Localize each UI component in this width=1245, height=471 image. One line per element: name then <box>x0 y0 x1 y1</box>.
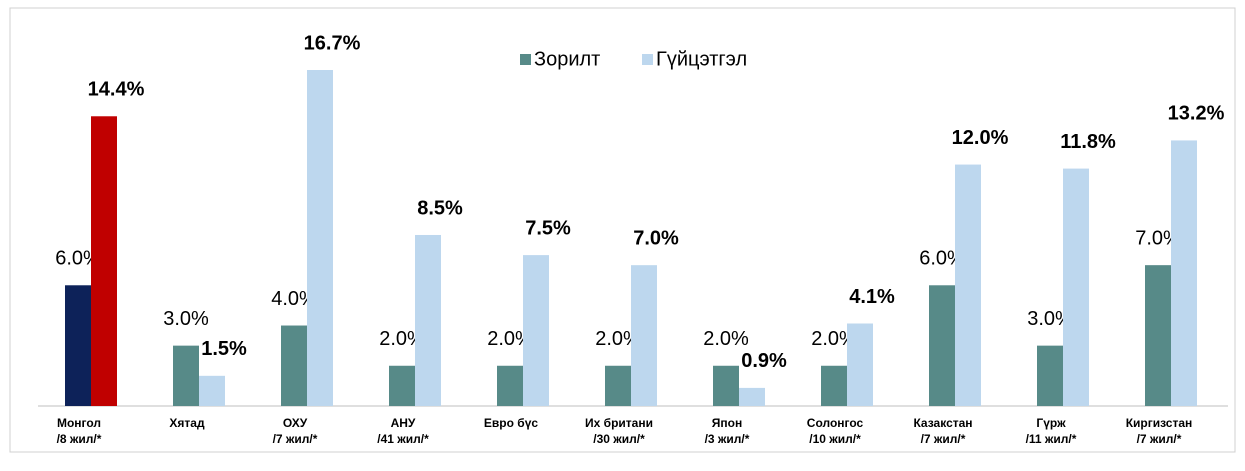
value-label: 11.8% <box>1060 131 1116 153</box>
legend-label: Гүйцэтгэл <box>656 48 747 70</box>
value-label: 3.0% <box>1027 308 1073 330</box>
bar <box>65 285 91 406</box>
bar <box>821 365 847 406</box>
bar <box>199 375 225 406</box>
x-tick-line: Монгол <box>57 416 101 430</box>
value-label: 7.5% <box>525 217 571 239</box>
bar <box>929 285 955 406</box>
value-label: 6.0% <box>919 248 965 270</box>
value-label: 6.0% <box>55 248 101 270</box>
x-tick-line: /11 жил/* <box>1026 432 1077 446</box>
x-tick-label: Казакстан/7 жил/* <box>913 416 972 446</box>
bar <box>955 164 981 406</box>
value-label: 4.0% <box>271 288 317 310</box>
value-label: 13.2% <box>1168 103 1225 125</box>
bar <box>1145 265 1171 406</box>
value-label: 14.4% <box>88 79 145 101</box>
x-tick-line: Япон <box>712 416 742 430</box>
x-tick-line: /7 жил/* <box>1137 432 1182 446</box>
legend-swatch <box>520 54 531 65</box>
bar <box>91 116 117 406</box>
bar <box>739 387 765 406</box>
legend-swatch <box>642 54 653 65</box>
x-tick-label: АНУ/41 жил/* <box>377 416 429 446</box>
x-tick-line: /41 жил/* <box>377 432 429 446</box>
x-tick-label: ОХУ/7 жил/* <box>273 416 318 446</box>
x-tick-label: Гүрж/11 жил/* <box>1026 416 1077 446</box>
x-tick-line: Казакстан <box>913 416 972 430</box>
value-label: 2.0% <box>703 328 749 350</box>
x-tick-line: /10 жил/* <box>809 432 861 446</box>
bar <box>281 325 307 406</box>
x-tick-line: Их британи <box>585 416 653 430</box>
x-tick-line: /7 жил/* <box>921 432 966 446</box>
bar <box>605 365 631 406</box>
value-label: 2.0% <box>379 328 425 350</box>
value-label: 12.0% <box>952 127 1009 149</box>
value-label: 1.5% <box>201 338 247 360</box>
bar <box>1171 140 1197 406</box>
bar <box>1063 168 1089 406</box>
x-tick-line: /8 жил/* <box>57 432 102 446</box>
value-label: 2.0% <box>595 328 641 350</box>
x-tick-label: Монгол/8 жил/* <box>57 416 102 446</box>
x-tick-line: Хятад <box>169 416 205 430</box>
bar <box>497 365 523 406</box>
x-tick-label: Солонгос/10 жил/* <box>807 416 864 446</box>
x-tick-line: Солонгос <box>807 416 864 430</box>
bar <box>523 255 549 406</box>
x-tick-line: /30 жил/* <box>593 432 645 446</box>
x-tick-label: Япон/3 жил/* <box>705 416 750 446</box>
value-label: 8.5% <box>417 197 463 219</box>
value-label: 7.0% <box>1135 227 1181 249</box>
x-tick-line: Гүрж <box>1036 416 1066 430</box>
x-tick-label: Их британи/30 жил/* <box>585 416 653 446</box>
value-label: 4.1% <box>849 286 895 308</box>
value-label: 3.0% <box>163 308 209 330</box>
bar <box>389 365 415 406</box>
x-tick-label: Хятад <box>169 416 205 430</box>
value-label: 2.0% <box>811 328 857 350</box>
x-tick-line: /3 жил/* <box>705 432 750 446</box>
x-tick-line: АНУ <box>391 416 416 430</box>
bar <box>415 234 441 406</box>
value-label: 16.7% <box>304 32 361 54</box>
legend-label: Зорилт <box>534 48 600 70</box>
value-label: 0.9% <box>741 350 787 372</box>
value-label: 2.0% <box>487 328 533 350</box>
bar <box>307 70 333 406</box>
bar <box>713 365 739 406</box>
bar <box>173 345 199 406</box>
x-tick-line: Киргизстан <box>1126 416 1193 430</box>
bar <box>631 265 657 406</box>
x-tick-line: ОХУ <box>283 416 308 430</box>
value-label: 7.0% <box>633 227 679 249</box>
bar <box>1037 345 1063 406</box>
x-tick-line: Евро бүс <box>484 416 538 430</box>
bar <box>847 323 873 406</box>
x-tick-label: Евро бүс <box>484 416 538 430</box>
x-tick-label: Киргизстан/7 жил/* <box>1126 416 1193 446</box>
x-tick-line: /7 жил/* <box>273 432 318 446</box>
